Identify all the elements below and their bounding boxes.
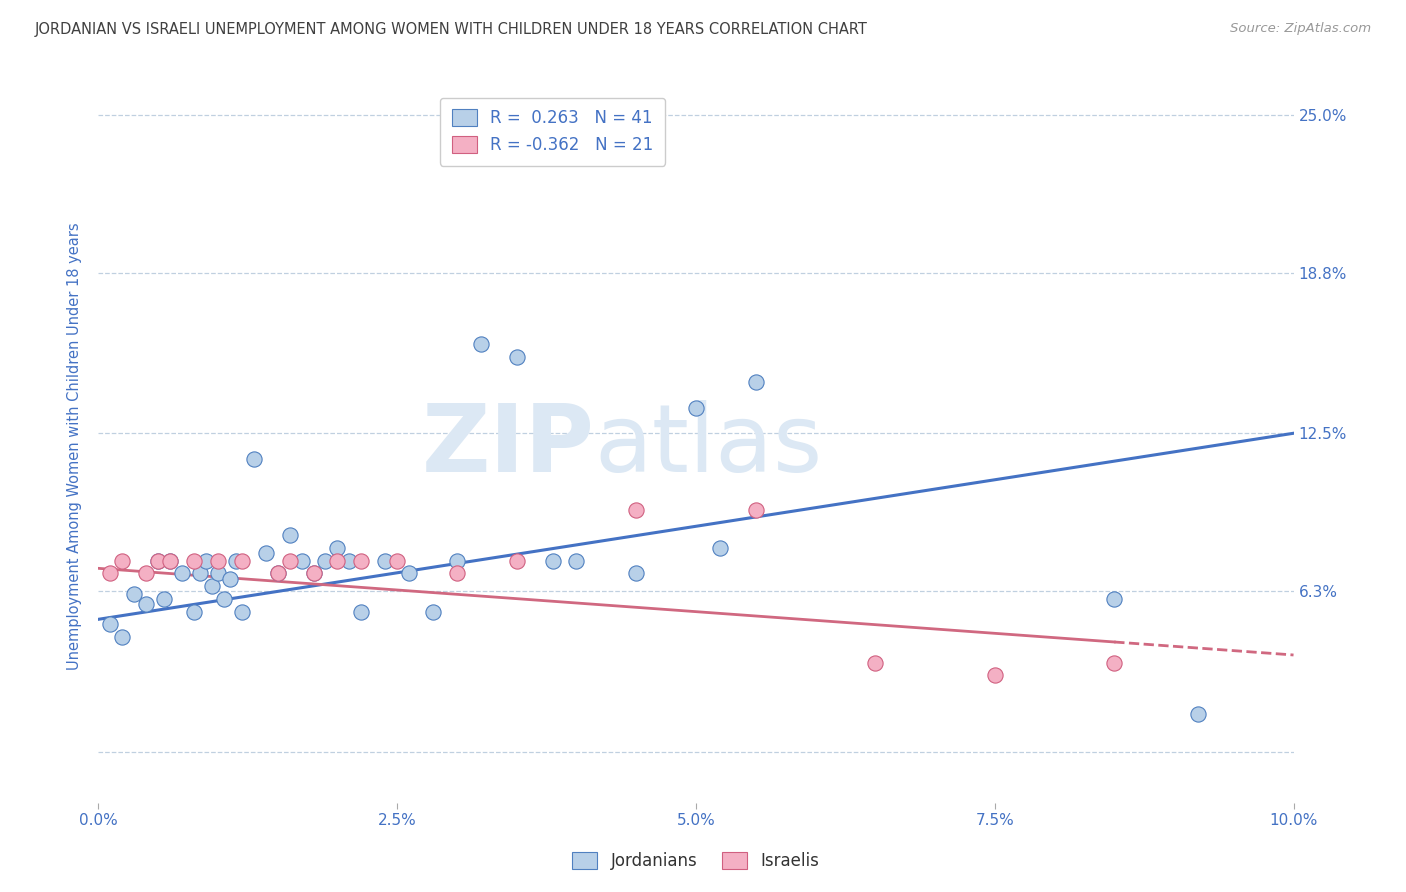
Point	[626, 566, 648, 581]
Point	[188, 566, 211, 581]
Point	[326, 554, 349, 568]
Point	[207, 554, 229, 568]
Point	[212, 591, 235, 606]
Point	[398, 566, 420, 581]
Point	[219, 572, 242, 586]
Point	[100, 617, 122, 632]
Point	[506, 350, 529, 364]
Point	[135, 566, 157, 581]
Point	[302, 566, 325, 581]
Point	[506, 554, 529, 568]
Point	[326, 541, 349, 555]
Point	[446, 566, 468, 581]
Point	[148, 554, 170, 568]
Point	[385, 554, 409, 568]
Point	[1102, 591, 1125, 606]
Point	[278, 528, 301, 542]
Point	[446, 554, 468, 568]
Point	[183, 605, 205, 619]
Point	[100, 566, 122, 581]
Point	[111, 630, 134, 644]
Point	[626, 502, 648, 516]
Point	[195, 554, 218, 568]
Point	[124, 587, 146, 601]
Point	[374, 554, 396, 568]
Point	[207, 566, 229, 581]
Point	[172, 566, 194, 581]
Point	[267, 566, 290, 581]
Point	[350, 605, 373, 619]
Text: Source: ZipAtlas.com: Source: ZipAtlas.com	[1230, 22, 1371, 36]
Legend: Jordanians, Israelis: Jordanians, Israelis	[565, 845, 827, 877]
Point	[984, 668, 1007, 682]
Y-axis label: Unemployment Among Women with Children Under 18 years: Unemployment Among Women with Children U…	[67, 222, 83, 670]
Point	[685, 401, 707, 415]
Text: JORDANIAN VS ISRAELI UNEMPLOYMENT AMONG WOMEN WITH CHILDREN UNDER 18 YEARS CORRE: JORDANIAN VS ISRAELI UNEMPLOYMENT AMONG …	[35, 22, 868, 37]
Point	[290, 554, 312, 568]
Point	[314, 554, 337, 568]
Point	[225, 554, 247, 568]
Text: ZIP: ZIP	[422, 400, 595, 492]
Text: atlas: atlas	[595, 400, 823, 492]
Point	[183, 554, 205, 568]
Point	[153, 591, 176, 606]
Point	[201, 579, 224, 593]
Point	[339, 554, 360, 568]
Point	[1187, 706, 1209, 721]
Point	[745, 502, 768, 516]
Point	[565, 554, 588, 568]
Point	[278, 554, 301, 568]
Point	[159, 554, 181, 568]
Point	[231, 554, 253, 568]
Point	[302, 566, 325, 581]
Point	[159, 554, 181, 568]
Point	[541, 554, 564, 568]
Point	[243, 451, 266, 466]
Point	[745, 376, 768, 390]
Point	[267, 566, 290, 581]
Point	[231, 605, 253, 619]
Point	[111, 554, 134, 568]
Point	[470, 337, 492, 351]
Point	[422, 605, 444, 619]
Point	[148, 554, 170, 568]
Point	[254, 546, 277, 560]
Point	[350, 554, 373, 568]
Point	[709, 541, 731, 555]
Point	[135, 597, 157, 611]
Point	[1102, 656, 1125, 670]
Point	[863, 656, 887, 670]
